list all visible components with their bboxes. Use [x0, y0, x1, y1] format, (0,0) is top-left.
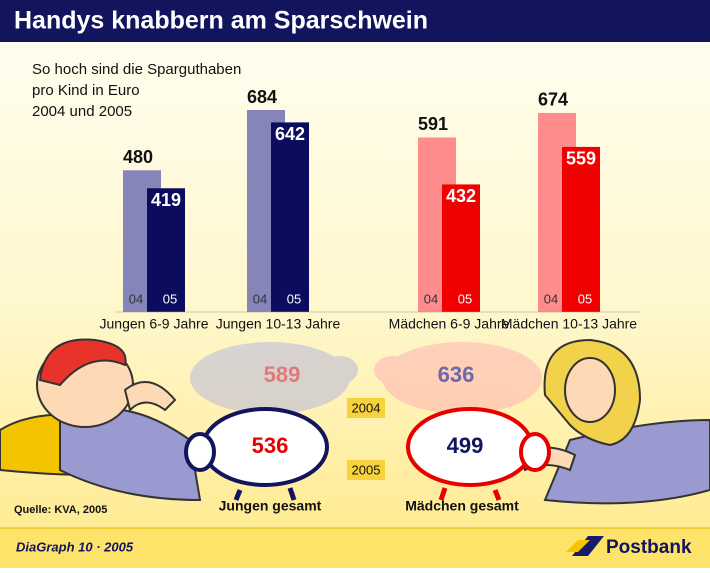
subtitle: pro Kind in Euro — [32, 82, 140, 99]
bar-series-label: 04 — [129, 291, 143, 306]
brand-logo — [566, 540, 590, 552]
pig-2004-boys — [190, 342, 358, 414]
bar-series-label: 05 — [458, 291, 472, 306]
bar-series-label: 05 — [163, 291, 177, 306]
boy-illustration — [0, 338, 202, 502]
value-label: 684 — [247, 87, 277, 107]
bar — [271, 122, 309, 313]
bar-series-label: 04 — [544, 291, 558, 306]
value-label: 642 — [275, 124, 305, 144]
subtitle: 2004 und 2005 — [32, 103, 132, 120]
total-2004: 636 — [438, 362, 475, 387]
bar — [147, 188, 185, 312]
bar — [442, 184, 480, 312]
value-label: 674 — [538, 90, 568, 110]
total-2005: 499 — [447, 433, 484, 458]
value-label: 591 — [418, 114, 448, 134]
pig-2005-girls — [406, 407, 551, 501]
bar-series-label: 05 — [287, 291, 301, 306]
year-label: 2005 — [352, 462, 381, 477]
title-bar — [0, 0, 710, 42]
year-badge — [347, 398, 385, 418]
group-label: Jungen gesamt — [219, 498, 322, 514]
year-badge — [347, 460, 385, 480]
category-label: Jungen 10-13 Jahre — [216, 316, 341, 332]
value-label: 419 — [151, 190, 181, 210]
brand: Postbank — [606, 537, 692, 558]
bar-series-label: 05 — [578, 291, 592, 306]
brand-logo — [572, 536, 604, 556]
total-2004: 589 — [264, 362, 301, 387]
bar-series-label: 04 — [253, 291, 267, 306]
category-label: Jungen 6-9 Jahre — [100, 316, 209, 332]
source: Quelle: KVA, 2005 — [14, 504, 107, 516]
category-label: Mädchen 6-9 Jahre — [389, 316, 510, 332]
title: Handys knabbern am Sparschwein — [14, 7, 428, 35]
value-label: 432 — [446, 186, 476, 206]
year-label: 2004 — [352, 400, 381, 415]
pig-2004-girls — [374, 342, 542, 414]
total-2005: 536 — [252, 433, 289, 458]
credit: DiaGraph 10 · 2005 — [16, 539, 134, 554]
bar-series-label: 04 — [424, 291, 438, 306]
group-label: Mädchen gesamt — [405, 498, 519, 514]
subtitle: So hoch sind die Sparguthaben — [32, 61, 241, 78]
category-label: Mädchen 10-13 Jahre — [501, 316, 637, 332]
value-label: 480 — [123, 147, 153, 167]
value-label: 559 — [566, 149, 596, 169]
pig-2005-boys — [184, 407, 329, 501]
bar — [562, 146, 600, 312]
